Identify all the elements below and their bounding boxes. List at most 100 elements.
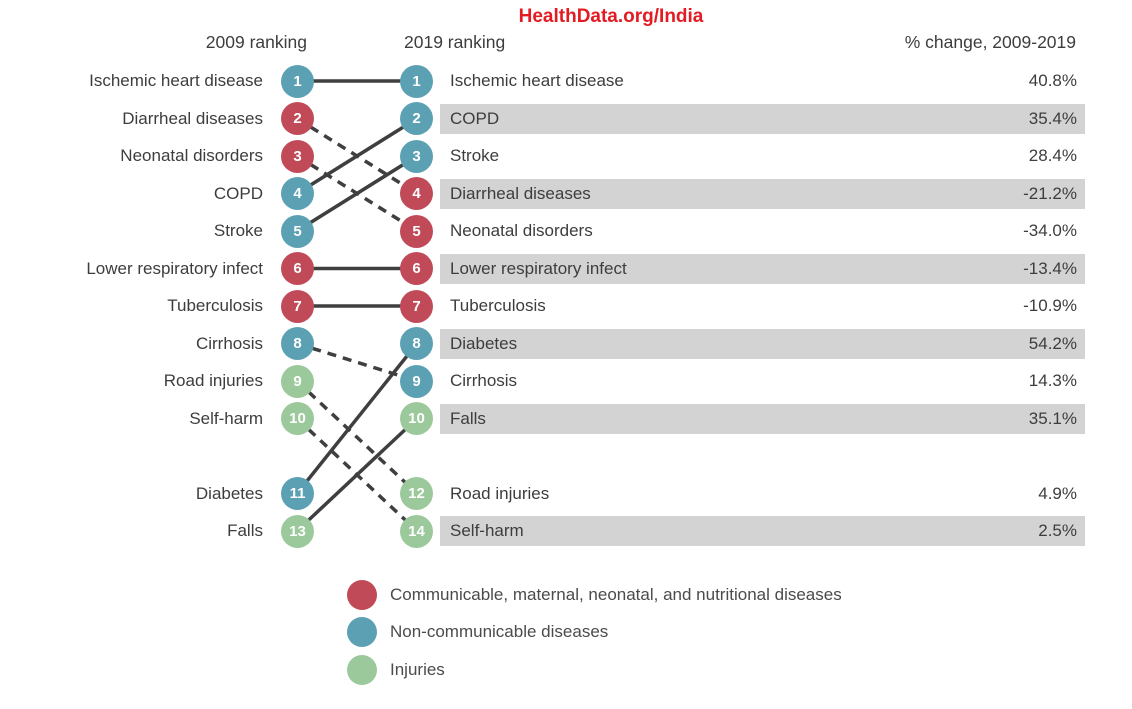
rank-circle: 1: [400, 64, 433, 98]
connector-9-to-12: [295, 379, 419, 495]
row-band: Falls 35.1%: [440, 403, 1085, 434]
rank-circle: 3: [281, 139, 314, 173]
rank-circle: 7: [400, 289, 433, 323]
pct-change-value: 28.4%: [1028, 146, 1077, 165]
legend-item-communicable: Communicable, maternal, neonatal, and nu…: [347, 578, 842, 611]
legend-injuries-marker: [347, 654, 377, 685]
row-band: Cirrhosis 14.3%: [440, 366, 1085, 396]
connector-13-to-10: [295, 417, 419, 533]
legend-communicable-marker: [347, 579, 377, 610]
right-rank-row: 3 Stroke 28.4%: [400, 139, 1085, 173]
row-band: Diabetes 54.2%: [440, 328, 1085, 359]
rank-circle: 10: [400, 402, 433, 435]
cause-label: Self-harm: [189, 408, 263, 428]
right-rank-row: 1 Ischemic heart disease 40.8%: [400, 64, 1085, 98]
cause-label: Ischemic heart disease: [450, 71, 624, 90]
row-band: Lower respiratory infect -13.4%: [440, 253, 1085, 284]
left-rank-row: Self-harm 10: [0, 402, 314, 435]
pct-change-value: 4.9%: [1038, 483, 1077, 503]
left-rank-row: Cirrhosis 8: [0, 327, 314, 360]
rank-circle: 6: [400, 252, 433, 285]
row-band: Neonatal disorders -34.0%: [440, 216, 1085, 246]
right-rank-row: 9 Cirrhosis 14.3%: [400, 364, 1085, 398]
cause-label: Diarrheal diseases: [450, 183, 591, 203]
cause-label: Stroke: [450, 146, 500, 165]
connector-11-to-8: [295, 342, 419, 495]
rank-circle: 12: [400, 477, 433, 510]
pct-change-value: 2.5%: [1038, 521, 1077, 540]
rank-circle: 5: [400, 214, 433, 248]
cause-label: Tuberculosis: [450, 296, 546, 315]
rank-circle: 13: [281, 514, 314, 548]
pct-change-value: 54.2%: [1028, 333, 1077, 353]
right-rank-row: 2 COPD 35.4%: [400, 102, 1085, 135]
cause-label: Road injuries: [163, 371, 263, 390]
cause-label: Ischemic heart disease: [89, 71, 263, 90]
legend-label: Non-communicable diseases: [390, 622, 609, 641]
right-rank-row: 7 Tuberculosis -10.9%: [400, 289, 1085, 323]
rank-circle: 3: [400, 139, 433, 173]
cause-label: Diabetes: [195, 483, 263, 503]
left-rank-row: Ischemic heart disease 1: [0, 64, 314, 98]
right-rank-row: 5 Neonatal disorders -34.0%: [400, 214, 1085, 248]
legend-label: Injuries: [390, 659, 445, 679]
rank-circle: 4: [281, 177, 314, 210]
column-header-2009: 2009 ranking: [205, 32, 307, 52]
left-rank-row: Diabetes 11: [0, 477, 314, 510]
cause-label: COPD: [213, 183, 263, 203]
row-band: Self-harm 2.5%: [440, 516, 1085, 546]
cause-label: Tuberculosis: [167, 296, 263, 315]
pct-change-value: 35.1%: [1028, 408, 1077, 428]
rank-circle: 9: [400, 364, 433, 398]
cause-label: Cirrhosis: [450, 371, 518, 390]
rank-circle: 2: [281, 102, 314, 135]
left-rank-row: Lower respiratory infect 6: [0, 252, 314, 285]
cause-label: COPD: [450, 108, 500, 128]
cause-label: Falls: [227, 521, 263, 540]
row-band: COPD 35.4%: [440, 103, 1085, 134]
right-rank-row: 4 Diarrheal diseases -21.2%: [400, 177, 1085, 210]
left-rank-row: Tuberculosis 7: [0, 289, 314, 323]
right-rank-row: 6 Lower respiratory infect -13.4%: [400, 252, 1085, 285]
cause-label: Self-harm: [450, 521, 524, 540]
rank-circle: 10: [281, 402, 314, 435]
right-rank-row: 12 Road injuries 4.9%: [400, 477, 1085, 510]
left-rank-row: Stroke 5: [0, 214, 314, 248]
legend-item-injuries: Injuries: [347, 653, 445, 686]
left-rank-row: Diarrheal diseases 2: [0, 102, 314, 135]
row-band: Ischemic heart disease 40.8%: [440, 66, 1085, 96]
column-header-2019: 2019 ranking: [404, 32, 506, 52]
cause-label: Neonatal disorders: [120, 146, 263, 165]
row-band: Stroke 28.4%: [440, 141, 1085, 171]
right-rank-row: 8 Diabetes 54.2%: [400, 327, 1085, 360]
pct-change-value: -10.9%: [1023, 296, 1077, 315]
legend-label: Communicable, maternal, neonatal, and nu…: [390, 584, 842, 604]
left-rank-row: Road injuries 9: [0, 364, 314, 398]
right-rank-row: 10 Falls 35.1%: [400, 402, 1085, 435]
row-band: Road injuries 4.9%: [440, 479, 1085, 509]
cause-label: Neonatal disorders: [450, 221, 593, 240]
legend-item-non-communicable: Non-communicable diseases: [347, 616, 608, 649]
rank-circle: 5: [281, 214, 314, 248]
rank-circle: 14: [400, 514, 433, 548]
pct-change-value: 40.8%: [1028, 71, 1077, 90]
row-band: Tuberculosis -10.9%: [440, 291, 1085, 321]
legend-non-communicable-marker: [347, 617, 377, 647]
rank-circle: 8: [281, 327, 314, 360]
pct-change-value: -21.2%: [1023, 183, 1077, 203]
connector-5-to-3: [296, 154, 418, 233]
cause-label: Lower respiratory infect: [86, 258, 263, 278]
page-title: HealthData.org/India: [518, 6, 704, 27]
rank-circle: 8: [400, 327, 433, 360]
rank-circle: 1: [281, 64, 314, 98]
left-rank-row: COPD 4: [0, 177, 314, 210]
pct-change-value: 14.3%: [1028, 371, 1077, 390]
rank-circle: 4: [400, 177, 433, 210]
pct-change-value: -13.4%: [1023, 258, 1077, 278]
rank-circle: 11: [281, 477, 314, 510]
rank-circle: 9: [281, 364, 314, 398]
cause-label: Road injuries: [450, 483, 550, 503]
rank-circle: 6: [281, 252, 314, 285]
